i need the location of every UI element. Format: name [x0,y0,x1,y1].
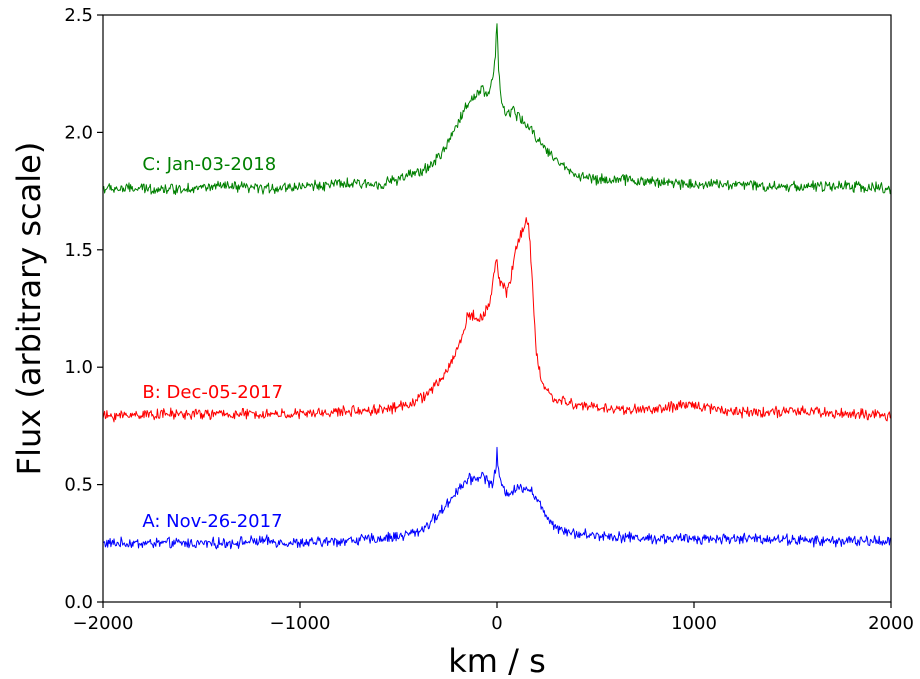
series-label-2: C: Jan-03-2018 [142,154,276,175]
series-label-0: A: Nov-26-2017 [142,511,282,532]
x-tick-label: 0 [491,613,502,634]
y-tick-label: 1.5 [64,240,93,261]
y-axis-title: Flux (arbitrary scale) [10,142,48,476]
tick-layer: −2000 −1000 0 1000 2000 0.0 0.5 1.0 1.5 2.0 2.5 [64,5,914,634]
x-tick-label: 2000 [868,613,914,634]
series-line-1 [102,217,892,423]
x-axis-title: km / s [448,642,546,679]
series-line-0 [102,446,892,550]
series-label-layer: A: Nov-26-2017 B: Dec-05-2017 C: Jan-03-20… [142,154,283,532]
y-tick-label: 1.0 [64,357,93,378]
y-tick-label: 2.5 [64,5,93,26]
x-tick-label: −1000 [270,613,331,634]
x-tick-label: 1000 [671,613,717,634]
series-label-1: B: Dec-05-2017 [142,382,283,403]
y-tick-label: 0.0 [64,592,93,613]
x-tick-label: −2000 [73,613,134,634]
series-layer [102,23,892,550]
y-tick-label: 2.0 [64,122,93,143]
series-line-2 [102,23,892,195]
y-tick-label: 0.5 [64,475,93,496]
